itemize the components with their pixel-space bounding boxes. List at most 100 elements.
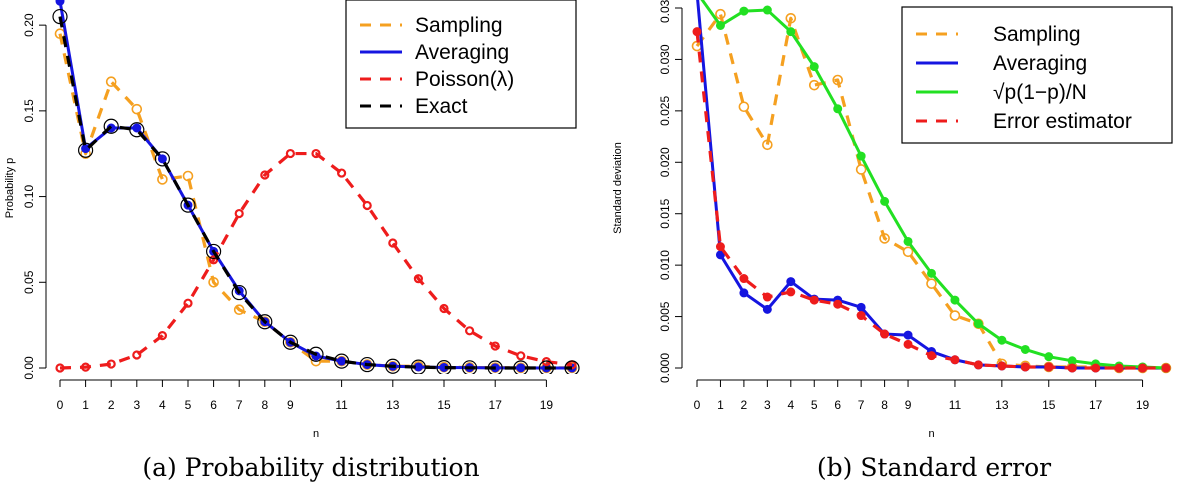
series-3-point: [362, 200, 372, 211]
series-1-point: [879, 233, 890, 244]
series-4-point: [997, 361, 1007, 371]
x-tick-label: 7: [236, 398, 243, 412]
legend-label: Error estimator: [993, 110, 1132, 133]
series-2-point: [856, 302, 866, 312]
series-3-point: [903, 236, 913, 246]
series-4-point: [154, 151, 170, 167]
series-3-point: [132, 350, 142, 360]
x-tick-label: 6: [210, 398, 217, 412]
series-4-point: [856, 311, 866, 321]
x-axis-label: n: [928, 428, 934, 440]
x-tick-label: 13: [995, 398, 1009, 412]
legend-label: Poisson(λ): [415, 68, 514, 91]
legend-label: Sampling: [415, 14, 503, 37]
series-1-point: [715, 8, 726, 20]
series-4-point: [739, 274, 749, 284]
series-4-point: [334, 353, 350, 369]
series-4-point: [809, 295, 819, 305]
series-4-point: [1138, 363, 1148, 373]
series-1-point: [233, 304, 245, 316]
legend: Sampling Averaging √p(1−p)/N Error estimato…: [901, 6, 1173, 144]
series-3-point: [1020, 344, 1030, 354]
x-tick-label: 15: [437, 398, 451, 412]
series-4-point: [308, 346, 324, 362]
figure-caption: (a) Probability distribution: [142, 453, 479, 482]
y-axis-label: Standard deviation: [612, 142, 624, 234]
series-1-point: [131, 103, 143, 115]
x-tick-label: 3: [133, 398, 140, 412]
series-4-point: [927, 351, 936, 361]
series-1-point: [902, 246, 914, 258]
series-3-point: [388, 238, 398, 248]
series-4-point: [1161, 363, 1171, 373]
series-3-point: [1044, 352, 1054, 362]
series-1-point: [762, 139, 773, 151]
series-3-point: [786, 27, 796, 37]
series-4-point: [762, 292, 772, 302]
x-tick-label: 1: [717, 398, 724, 412]
y-tick-label: 0.015: [658, 198, 672, 228]
y-tick-label: 0.00: [22, 356, 36, 380]
y-axis-label: Probability p: [4, 158, 16, 219]
x-tick-label: 13: [386, 398, 400, 412]
x-tick-label: 6: [834, 398, 841, 412]
y-tick-label: 0.05: [22, 270, 36, 294]
y-tick-label: 0.10: [22, 185, 36, 209]
series-4-point: [903, 339, 913, 349]
x-tick-label: 9: [905, 398, 912, 412]
series-2-point: [786, 277, 796, 287]
series-4-point: [1091, 363, 1101, 373]
legend: Sampling Averaging Poisson(λ) Exact: [345, 0, 577, 129]
x-tick-label: 5: [185, 398, 192, 412]
x-tick-label: 0: [57, 398, 64, 412]
y-tick-label: 0.010: [658, 250, 672, 280]
y-tick-label: 0.035: [658, 0, 672, 23]
series-4-point: [206, 243, 222, 260]
x-tick-label: 8: [261, 398, 268, 412]
series-3-point: [809, 62, 819, 72]
x-tick-label: 4: [159, 398, 166, 412]
x-tick-label: 11: [949, 398, 962, 412]
y-tick-label: 0.020: [658, 147, 672, 177]
series-4-point: [77, 142, 94, 158]
series-1-line: [695, 12, 1166, 370]
series-4-point: [1114, 363, 1124, 373]
chart-panel-1: 0 1 2 3 4 5 6 7 8 9 11 13 15 17 19 0.00 0.05 0.10 0.15 0.20…: [4, 0, 580, 482]
legend-label: √p(1−p)/N: [993, 81, 1087, 104]
series-4-point: [359, 356, 375, 373]
x-tick-label: 17: [1089, 398, 1103, 412]
series-4-point: [786, 287, 796, 297]
series-4-point: [52, 8, 68, 25]
series-1-point: [157, 174, 168, 185]
x-tick-label: 11: [335, 398, 348, 412]
series-2-point: [516, 363, 526, 373]
series-4-point: [410, 359, 426, 374]
series-4-point: [1044, 362, 1054, 372]
series-4-point: [129, 122, 145, 138]
series-4-point: [436, 360, 452, 374]
series-3-point: [880, 196, 890, 206]
series-1-point: [855, 164, 867, 175]
x-tick-label: 2: [108, 398, 115, 412]
x-tick-label: 9: [287, 398, 294, 412]
series-3-point: [260, 170, 270, 180]
chart-panel-2: 0 1 2 3 4 5 6 7 8 9 11 13 15 17 19 0.000 0.005 0.010 0.015…: [612, 0, 1173, 482]
y-tick-label: 0.20: [22, 13, 36, 37]
series-2-point: [157, 154, 167, 164]
legend-label: Sampling: [993, 23, 1081, 46]
series-group: [691, 0, 1172, 374]
series-3-point: [311, 148, 321, 159]
y-tick-label: 0.15: [22, 99, 36, 123]
x-tick-label: 2: [741, 398, 748, 412]
series-3-point: [183, 298, 193, 308]
series-3-point: [856, 151, 866, 161]
series-1-point: [738, 101, 750, 113]
series-1-point: [808, 79, 820, 91]
x-tick-label: 4: [787, 398, 794, 412]
legend-label: Averaging: [993, 52, 1087, 75]
series-2-point: [739, 288, 749, 298]
series-2-point: [55, 0, 65, 6]
series-4-point: [385, 358, 401, 374]
series-2-point: [762, 304, 772, 314]
x-tick-label: 8: [881, 398, 888, 412]
